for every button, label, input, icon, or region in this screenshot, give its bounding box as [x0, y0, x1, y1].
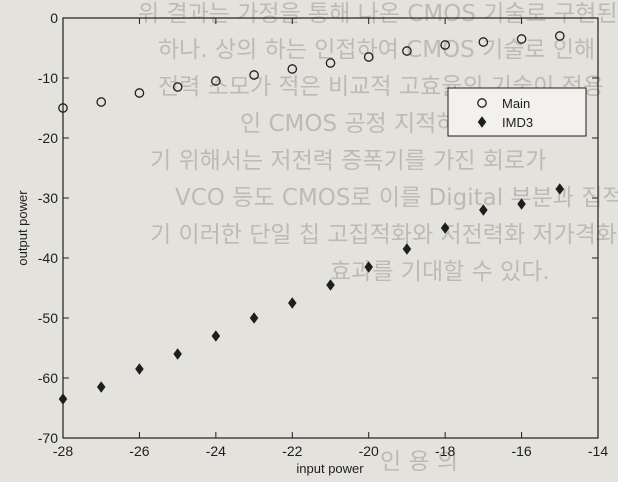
- y-tick-label: -40: [38, 250, 58, 266]
- main-data-point: [249, 70, 259, 80]
- x-tick-label: -22: [282, 443, 302, 459]
- main-data-point: [363, 52, 374, 62]
- x-axis-label: input power: [296, 461, 364, 476]
- imd3-data-point: [479, 204, 488, 216]
- x-tick-label: -24: [206, 443, 226, 459]
- imd3-data-point: [555, 183, 565, 195]
- main-data-point: [134, 88, 145, 98]
- imd3-data-point: [326, 279, 335, 291]
- main-data-point: [440, 40, 450, 50]
- legend-marker-imd3: [477, 116, 487, 128]
- main-data-point: [211, 76, 221, 86]
- imd3-data-point: [249, 312, 259, 324]
- x-tick-label: -14: [588, 443, 608, 459]
- series-main: [58, 31, 565, 113]
- imd3-data-point: [364, 261, 373, 273]
- axis-tick-labels: -28 -26 -24 -22 -20 -18 -16 -14 0 -10 -20 -30 -40 -50…: [38, 10, 609, 459]
- y-axis-label: output power: [15, 190, 30, 266]
- imd3-data-point: [288, 297, 297, 309]
- imd3-data-point: [402, 243, 412, 255]
- main-data-point: [58, 103, 68, 113]
- legend: Main IMD3: [447, 87, 587, 137]
- x-tick-label: -26: [129, 443, 149, 459]
- y-tick-label: -10: [38, 70, 58, 86]
- legend-label-imd3: IMD3: [502, 115, 533, 130]
- main-data-point: [287, 64, 298, 74]
- imd3-data-point: [96, 381, 106, 393]
- legend-marker-main: [477, 98, 487, 108]
- x-tick-label: -20: [359, 443, 379, 459]
- y-tick-label: -30: [38, 190, 58, 206]
- series-imd3: [58, 183, 565, 405]
- axis-ticks: [62, 17, 599, 439]
- imd3-data-point: [211, 330, 221, 342]
- main-data-point: [516, 34, 527, 44]
- main-data-point: [325, 58, 336, 68]
- legend-box: [447, 87, 587, 137]
- imd3-data-point: [440, 222, 450, 234]
- main-data-point: [478, 37, 489, 47]
- y-tick-label: -20: [38, 130, 58, 146]
- y-tick-label: -50: [38, 310, 58, 326]
- imd3-data-point: [58, 393, 68, 405]
- imd3-data-point: [135, 363, 144, 375]
- main-data-point: [96, 97, 107, 107]
- y-tick-label: -60: [38, 370, 58, 386]
- imd3-data-point: [173, 348, 182, 360]
- data-points: [58, 31, 565, 405]
- y-tick-label: 0: [50, 10, 58, 26]
- main-data-point: [402, 46, 412, 56]
- plot-area-frame: [62, 17, 599, 439]
- x-tick-label: -28: [53, 443, 73, 459]
- imd3-data-point: [517, 198, 526, 210]
- x-tick-label: -18: [435, 443, 455, 459]
- main-data-point: [554, 31, 565, 41]
- main-data-point: [172, 82, 183, 92]
- legend-label-main: Main: [502, 96, 530, 111]
- y-tick-label: -70: [38, 430, 58, 446]
- x-tick-label: -16: [511, 443, 531, 459]
